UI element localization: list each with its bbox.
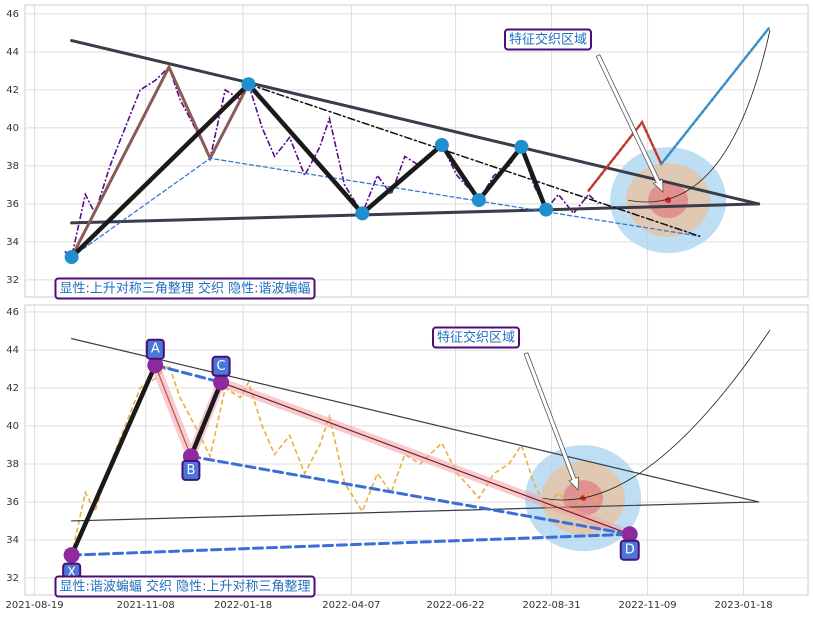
x-tick-label: 2022-11-09 <box>618 600 676 611</box>
annotation-text: A <box>151 342 160 357</box>
pivot-point <box>434 138 449 153</box>
y-tick-label: 44 <box>6 47 19 58</box>
y-tick-label: 32 <box>6 275 19 286</box>
y-tick-label: 40 <box>6 123 19 134</box>
pivot-point <box>539 202 554 217</box>
x-tick-label: 2022-04-07 <box>322 600 380 611</box>
pattern-line <box>70 532 632 557</box>
pattern-line <box>189 454 632 536</box>
annotation-box <box>54 277 316 300</box>
y-tick-label: 46 <box>6 9 19 20</box>
y-tick-label: 42 <box>6 85 19 96</box>
annotation-box <box>145 338 165 360</box>
y-tick-label: 40 <box>6 421 19 432</box>
pivot-point <box>621 526 638 543</box>
annotation-text: 特征交织区域 <box>437 330 515 346</box>
arc <box>628 29 771 203</box>
pivot-point <box>471 193 486 208</box>
annotation-text: B <box>186 463 195 478</box>
pivot-point <box>63 547 80 564</box>
x-tick-label: 2023-01-18 <box>714 600 772 611</box>
pattern-line <box>153 363 223 384</box>
pattern-line <box>70 157 701 258</box>
x-tick-label: 2021-08-19 <box>6 600 64 611</box>
y-tick-label: 44 <box>6 345 19 356</box>
x-tick-label: 2022-06-22 <box>427 600 485 611</box>
y-tick-label: 34 <box>6 535 19 546</box>
y-tick-label: 38 <box>6 459 19 470</box>
annotation-arrow <box>595 54 664 194</box>
annotation-box <box>211 355 231 377</box>
annotation-box <box>54 575 316 598</box>
annotation-text: C <box>217 359 226 374</box>
y-tick-label: 36 <box>6 497 19 508</box>
pattern-line <box>70 202 761 225</box>
pivot-point <box>514 139 529 154</box>
pattern-line <box>587 119 663 192</box>
pattern-line <box>220 381 631 535</box>
pivot-point <box>355 206 370 221</box>
annotation-text: D <box>625 543 635 558</box>
annotation-text: X <box>67 566 76 581</box>
y-tick-label: 32 <box>6 573 19 584</box>
pattern-line <box>154 364 192 457</box>
arc <box>543 329 771 501</box>
annotation-box <box>619 539 640 561</box>
annotation-text: 显性:谐波蝙蝠 交织 隐性:上升对称三角整理 <box>59 579 310 595</box>
pattern-line <box>70 63 251 259</box>
pattern-line <box>69 362 158 558</box>
annotation-arrow <box>523 352 579 492</box>
pattern-line <box>70 39 761 206</box>
panel <box>24 4 809 298</box>
pattern-line <box>247 83 701 237</box>
pattern-line <box>71 501 760 522</box>
y-tick-label: 38 <box>6 161 19 172</box>
y-tick-label: 42 <box>6 383 19 394</box>
pivot-point <box>241 77 256 92</box>
y-tick-label: 36 <box>6 199 19 210</box>
pivot-point <box>64 250 79 265</box>
pattern-line <box>660 25 771 166</box>
annotation-text: 特征交织区域 <box>509 32 587 48</box>
pivot-point <box>213 374 230 391</box>
annotation-box <box>431 326 521 349</box>
target-point <box>665 197 672 204</box>
x-tick-label: 2022-01-18 <box>214 600 272 611</box>
pattern-line <box>188 380 224 459</box>
y-tick-label: 46 <box>6 307 19 318</box>
y-tick-label: 34 <box>6 237 19 248</box>
annotation-text: 显性:上升对称三角整理 交织 隐性:谐波蝙蝠 <box>59 281 310 297</box>
pattern-line <box>71 338 760 503</box>
annotation-box <box>181 459 201 481</box>
annotation-box <box>503 28 593 51</box>
x-tick-label: 2022-08-31 <box>523 600 581 611</box>
pivot-point <box>147 357 164 374</box>
x-tick-label: 2021-11-08 <box>117 600 175 611</box>
